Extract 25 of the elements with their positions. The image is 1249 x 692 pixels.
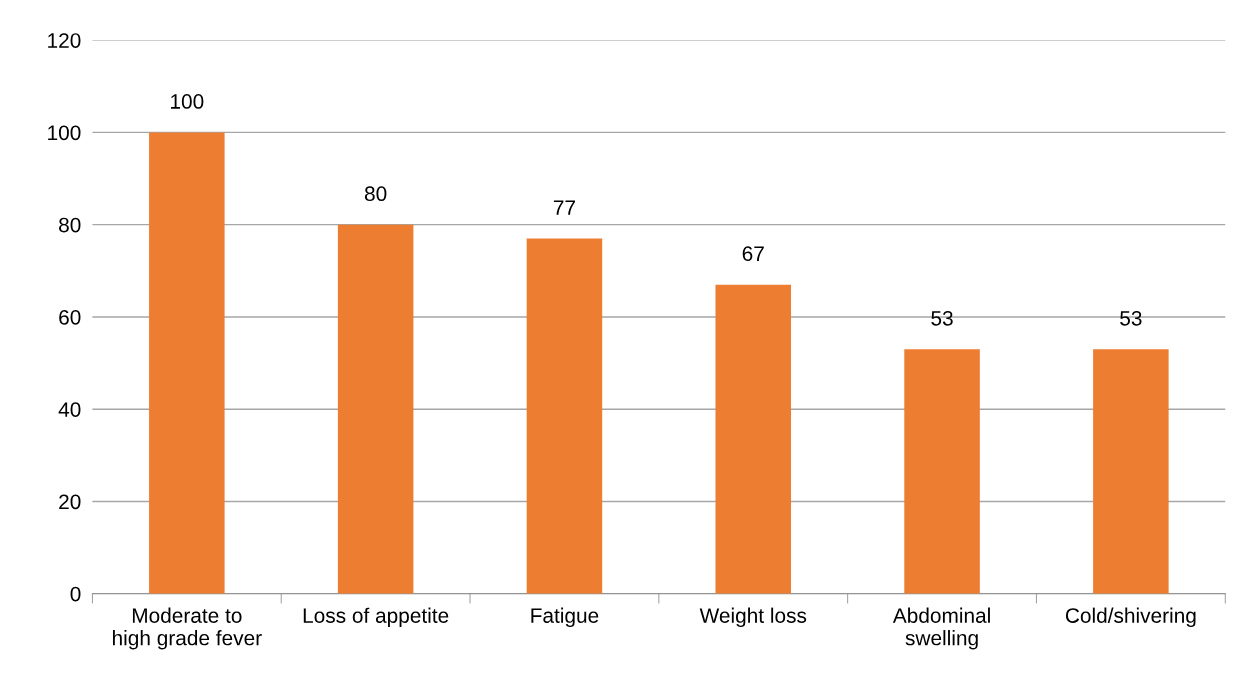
data-label: 67 (742, 246, 764, 262)
bar (337, 224, 414, 594)
data-label: 53 (931, 310, 953, 326)
x-tick-label: Abdominal swelling (892, 607, 990, 650)
bar (1093, 349, 1169, 594)
bar (149, 132, 225, 594)
y-tick-label: 80 (59, 217, 81, 233)
y-tick-label: 100 (48, 125, 81, 141)
data-label: 77 (553, 200, 575, 215)
y-tick-label: 20 (59, 494, 81, 510)
data-label: 53 (1120, 310, 1142, 326)
y-tick-label: 60 (59, 309, 81, 325)
y-tick-label: 0 (70, 586, 81, 602)
y-tick-label: 40 (58, 402, 81, 417)
bar (904, 349, 980, 594)
y-tick-label: 120 (48, 33, 81, 48)
bar (526, 238, 603, 594)
x-tick-label: Moderate to high grade fever (113, 607, 262, 650)
x-tick-label: Cold/shivering (1065, 607, 1196, 628)
x-tick-label: Loss of appetite (303, 607, 449, 628)
data-label: 100 (171, 94, 204, 109)
bar (715, 284, 792, 594)
data-label: 80 (364, 186, 387, 202)
x-tick-label: Fatigue (531, 607, 599, 628)
x-tick-label: Weight loss (699, 607, 807, 628)
